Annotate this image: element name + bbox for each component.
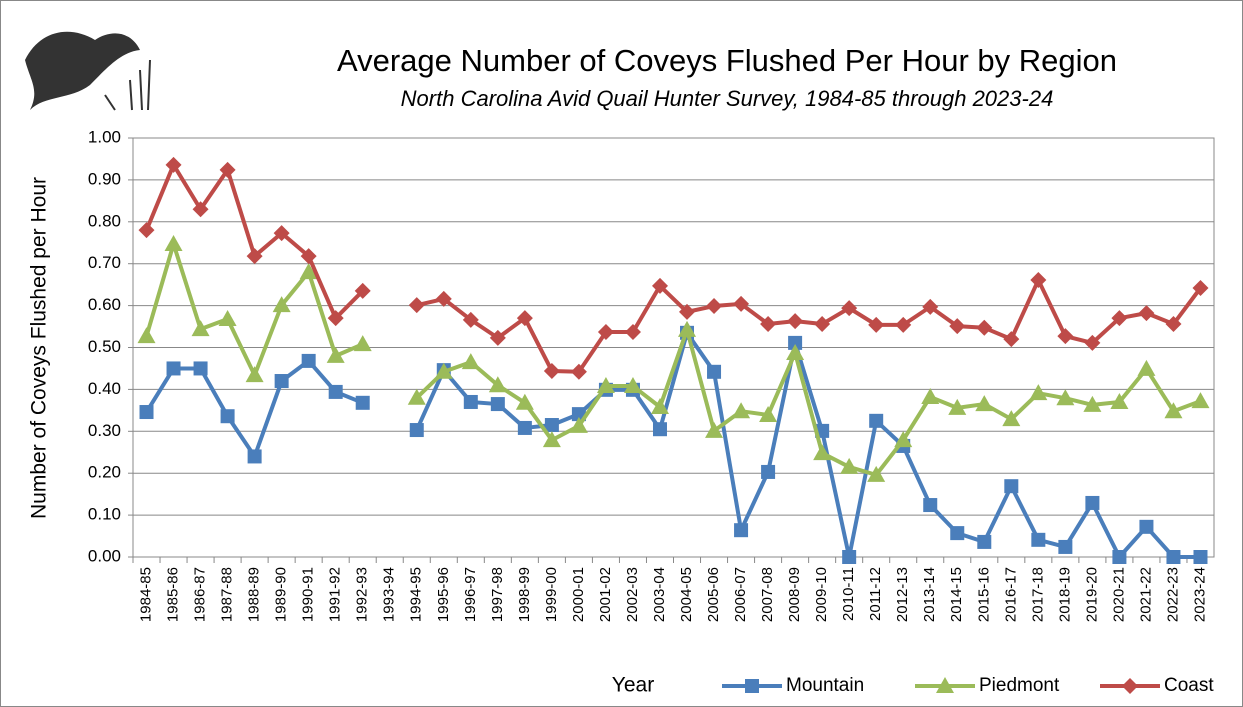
x-tick-label: 2015-16 [975, 567, 992, 622]
y-tick-label: 1.00 [88, 127, 121, 146]
x-tick-label: 2003-04 [651, 567, 668, 622]
x-tick-label: 1997-98 [489, 567, 506, 622]
data-point [518, 421, 532, 435]
y-tick-label: 0.80 [88, 211, 121, 230]
y-axis-label: Number of Coveys Flushed per Hour [28, 177, 51, 519]
data-point [653, 422, 667, 436]
chart: Average Number of Coveys Flushed Per Hou… [0, 0, 1243, 707]
data-point [302, 354, 316, 368]
data-point [248, 449, 262, 463]
data-point [1004, 479, 1018, 493]
data-point [491, 397, 505, 411]
data-point [1085, 496, 1099, 510]
chart-subtitle: North Carolina Avid Quail Hunter Survey,… [401, 86, 1054, 111]
x-tick-label: 2012-13 [894, 567, 911, 622]
data-point [734, 523, 748, 537]
x-tick-label: 2011-12 [867, 567, 884, 621]
x-tick-label: 1995-96 [435, 567, 452, 622]
data-point [329, 385, 343, 399]
legend-label: Piedmont [979, 675, 1060, 696]
x-tick-label: 2000-01 [570, 567, 587, 622]
x-tick-label: 1985-86 [165, 567, 182, 622]
x-tick-label: 1998-99 [516, 567, 533, 622]
x-tick-label: 2004-05 [678, 567, 695, 622]
x-tick-label: 2020-21 [1110, 567, 1127, 622]
x-tick-label: 2008-09 [786, 567, 803, 622]
data-point [140, 405, 154, 419]
x-tick-label: 2018-19 [1056, 567, 1073, 622]
data-point [1139, 520, 1153, 534]
x-tick-label: 1987-88 [219, 567, 236, 622]
data-point [545, 418, 559, 432]
x-tick-label: 2023-24 [1191, 567, 1208, 622]
data-point [167, 361, 181, 375]
x-tick-label: 2001-02 [597, 567, 614, 622]
data-point [221, 409, 235, 423]
x-tick-label: 1984-85 [137, 567, 154, 622]
data-point [707, 365, 721, 379]
x-tick-label: 1988-89 [246, 567, 263, 622]
data-point [950, 526, 964, 540]
x-axis-label: Year [612, 674, 654, 697]
legend-marker [745, 679, 759, 693]
x-tick-label: 2017-18 [1029, 567, 1046, 622]
data-point [410, 423, 424, 437]
legend-label: Mountain [786, 675, 864, 696]
data-point [869, 414, 883, 428]
y-tick-label: 0.90 [88, 169, 121, 188]
data-point [1193, 550, 1207, 564]
chart-title: Average Number of Coveys Flushed Per Hou… [337, 43, 1117, 78]
data-point [977, 535, 991, 549]
x-tick-label: 1993-94 [381, 567, 398, 622]
legend-label: Coast [1164, 675, 1214, 696]
y-tick-label: 0.70 [88, 253, 121, 272]
y-tick-label: 0.30 [88, 421, 121, 440]
data-point [1031, 533, 1045, 547]
data-point [194, 361, 208, 375]
x-tick-label: 1986-87 [192, 567, 209, 622]
x-tick-label: 1990-91 [300, 567, 317, 622]
data-point [275, 374, 289, 388]
x-tick-label: 2005-06 [705, 567, 722, 622]
y-tick-label: 0.60 [88, 295, 121, 314]
x-tick-label: 1989-90 [273, 567, 290, 622]
y-tick-label: 0.50 [88, 337, 121, 356]
data-point [1166, 550, 1180, 564]
y-tick-label: 0.10 [88, 505, 121, 524]
x-tick-label: 2007-08 [759, 567, 776, 622]
x-tick-label: 2014-15 [948, 567, 965, 622]
y-tick-label: 0.20 [88, 463, 121, 482]
x-tick-label: 1999-00 [543, 567, 560, 622]
y-tick-label: 0.00 [88, 546, 121, 565]
data-point [356, 396, 370, 410]
data-point [923, 498, 937, 512]
x-tick-label: 2019-20 [1083, 567, 1100, 622]
data-point [842, 550, 856, 564]
y-tick-label: 0.40 [88, 379, 121, 398]
x-tick-label: 2016-17 [1002, 567, 1019, 622]
data-point [761, 465, 775, 479]
x-tick-label: 1991-92 [327, 567, 344, 622]
x-tick-label: 2022-23 [1164, 567, 1181, 622]
x-tick-label: 1994-95 [408, 567, 425, 622]
x-tick-label: 2013-14 [921, 567, 938, 622]
x-tick-label: 2002-03 [624, 567, 641, 622]
x-tick-label: 2021-22 [1137, 567, 1154, 622]
x-tick-label: 1992-93 [354, 567, 371, 622]
data-point [464, 395, 478, 409]
x-tick-label: 1996-97 [462, 567, 479, 622]
x-tick-label: 2009-10 [813, 567, 830, 622]
data-point [1112, 550, 1126, 564]
data-point [1058, 540, 1072, 554]
x-tick-label: 2010-11 [840, 567, 857, 621]
x-tick-label: 2006-07 [732, 567, 749, 622]
